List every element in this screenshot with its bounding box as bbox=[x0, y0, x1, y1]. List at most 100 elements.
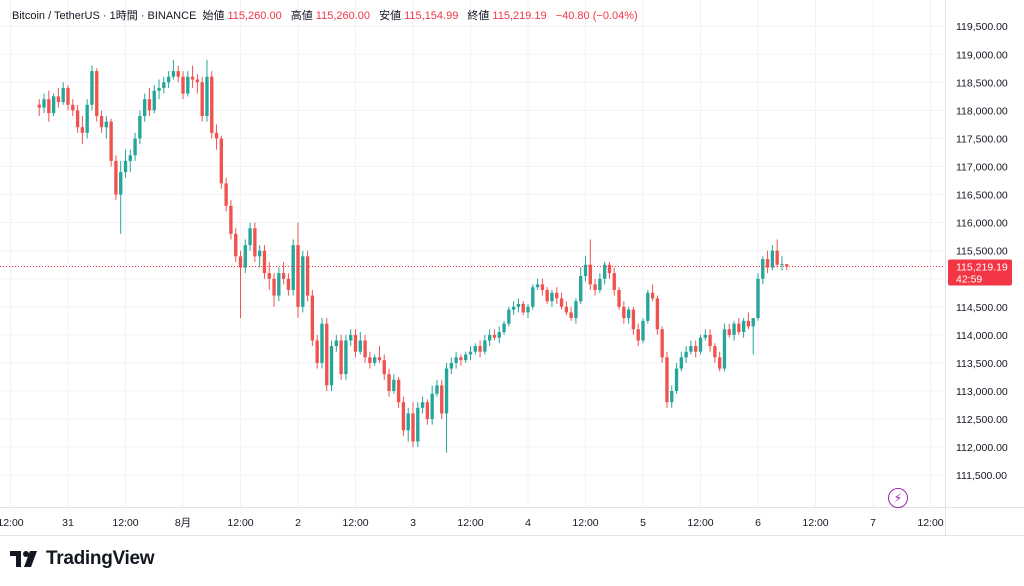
candle-body[interactable] bbox=[497, 332, 501, 338]
candle-body[interactable] bbox=[301, 256, 305, 307]
candle-body[interactable] bbox=[195, 79, 200, 83]
candle-body[interactable] bbox=[507, 309, 511, 324]
candle-body[interactable] bbox=[90, 71, 94, 105]
candle-body[interactable] bbox=[487, 334, 492, 341]
candle-body[interactable] bbox=[320, 323, 324, 363]
candle-body[interactable] bbox=[119, 172, 123, 195]
candle-body[interactable] bbox=[95, 71, 99, 117]
candle-body[interactable] bbox=[449, 362, 454, 369]
candle-body[interactable] bbox=[602, 264, 607, 279]
candle-body[interactable] bbox=[770, 250, 775, 268]
candle-body[interactable] bbox=[665, 357, 669, 403]
candle-body[interactable] bbox=[741, 320, 746, 333]
candle-body[interactable] bbox=[545, 289, 549, 302]
candle-body[interactable] bbox=[655, 298, 660, 330]
candle-body[interactable] bbox=[732, 323, 736, 335]
candle-body[interactable] bbox=[329, 346, 334, 386]
candle-body[interactable] bbox=[679, 357, 684, 369]
candle-body[interactable] bbox=[162, 82, 166, 88]
candle-body[interactable] bbox=[310, 295, 315, 341]
candle-body[interactable] bbox=[157, 87, 161, 91]
candle-body[interactable] bbox=[401, 402, 406, 431]
candle-body[interactable] bbox=[349, 334, 353, 341]
candle-body[interactable] bbox=[579, 275, 583, 302]
candle-body[interactable] bbox=[387, 374, 391, 391]
candle-body[interactable] bbox=[372, 357, 377, 363]
candle-body[interactable] bbox=[555, 292, 559, 299]
candle-body[interactable] bbox=[559, 298, 564, 307]
candle-body[interactable] bbox=[257, 250, 262, 257]
candle-body[interactable] bbox=[722, 329, 727, 369]
candle-body[interactable] bbox=[708, 334, 712, 347]
candle-body[interactable] bbox=[142, 99, 147, 117]
candle-body[interactable] bbox=[325, 323, 329, 386]
candle-body[interactable] bbox=[339, 340, 343, 375]
candle-body[interactable] bbox=[51, 96, 56, 114]
candle-body[interactable] bbox=[617, 289, 621, 307]
candle-body[interactable] bbox=[123, 160, 128, 173]
candle-body[interactable] bbox=[444, 368, 449, 414]
candle-body[interactable] bbox=[248, 228, 252, 246]
candle-body[interactable] bbox=[190, 76, 195, 80]
candle-body[interactable] bbox=[406, 413, 410, 431]
candle-body[interactable] bbox=[210, 76, 214, 133]
candle-body[interactable] bbox=[47, 99, 51, 114]
candle-body[interactable] bbox=[569, 312, 573, 319]
candle-body[interactable] bbox=[176, 71, 180, 77]
candle-body[interactable] bbox=[368, 357, 372, 363]
candle-body[interactable] bbox=[785, 264, 789, 267]
candle-body[interactable] bbox=[305, 256, 310, 296]
candle-body[interactable] bbox=[396, 379, 401, 403]
candle-body[interactable] bbox=[435, 385, 439, 394]
candle-body[interactable] bbox=[670, 390, 674, 403]
candle-body[interactable] bbox=[219, 138, 224, 184]
candle-body[interactable] bbox=[61, 87, 65, 102]
candle-body[interactable] bbox=[85, 104, 89, 133]
candle-body[interactable] bbox=[234, 233, 238, 257]
candle-body[interactable] bbox=[521, 304, 525, 313]
candle-body[interactable] bbox=[535, 284, 540, 288]
candle-body[interactable] bbox=[502, 323, 506, 333]
candle-body[interactable] bbox=[689, 346, 693, 352]
candle-body[interactable] bbox=[296, 245, 300, 307]
candle-body[interactable] bbox=[631, 309, 636, 330]
candle-body[interactable] bbox=[133, 138, 137, 156]
candle-body[interactable] bbox=[80, 127, 85, 133]
candle-body[interactable] bbox=[56, 96, 61, 102]
candle-body[interactable] bbox=[171, 71, 176, 77]
candle-body[interactable] bbox=[205, 76, 209, 117]
candle-body[interactable] bbox=[641, 320, 645, 341]
candle-body[interactable] bbox=[511, 306, 516, 310]
candle-body[interactable] bbox=[459, 357, 463, 361]
candle-body[interactable] bbox=[713, 346, 717, 358]
candle-body[interactable] bbox=[75, 110, 80, 128]
candle-body[interactable] bbox=[646, 292, 650, 321]
candle-body[interactable] bbox=[138, 116, 142, 139]
candle-body[interactable] bbox=[607, 264, 612, 274]
candle-body[interactable] bbox=[147, 99, 152, 111]
candle-body[interactable] bbox=[698, 337, 703, 352]
current-price-label[interactable] bbox=[948, 259, 1012, 286]
candle-body[interactable] bbox=[411, 413, 415, 442]
candle-body[interactable] bbox=[334, 340, 339, 347]
candle-body[interactable] bbox=[181, 76, 185, 94]
candle-body[interactable] bbox=[214, 132, 219, 139]
candle-body[interactable] bbox=[353, 334, 358, 352]
candle-body[interactable] bbox=[363, 340, 367, 358]
candle-body[interactable] bbox=[516, 304, 521, 307]
candle-body[interactable] bbox=[37, 104, 41, 108]
candle-body[interactable] bbox=[99, 116, 104, 128]
candle-body[interactable] bbox=[358, 340, 362, 352]
brand-logo[interactable]: TradingView bbox=[10, 548, 155, 570]
candle-body[interactable] bbox=[425, 402, 430, 420]
candle-body[interactable] bbox=[660, 329, 664, 358]
candle-body[interactable] bbox=[166, 76, 171, 83]
candle-body[interactable] bbox=[531, 287, 535, 307]
candle-body[interactable] bbox=[291, 245, 295, 290]
candle-body[interactable] bbox=[622, 306, 626, 319]
lightning-icon[interactable]: ⚡ bbox=[888, 488, 908, 508]
candle-body[interactable] bbox=[430, 393, 434, 420]
symbol-label[interactable]: Bitcoin / TetherUS · 1時間 · BINANCE bbox=[12, 10, 197, 22]
candle-body[interactable] bbox=[253, 228, 257, 257]
candle-body[interactable] bbox=[382, 360, 386, 375]
